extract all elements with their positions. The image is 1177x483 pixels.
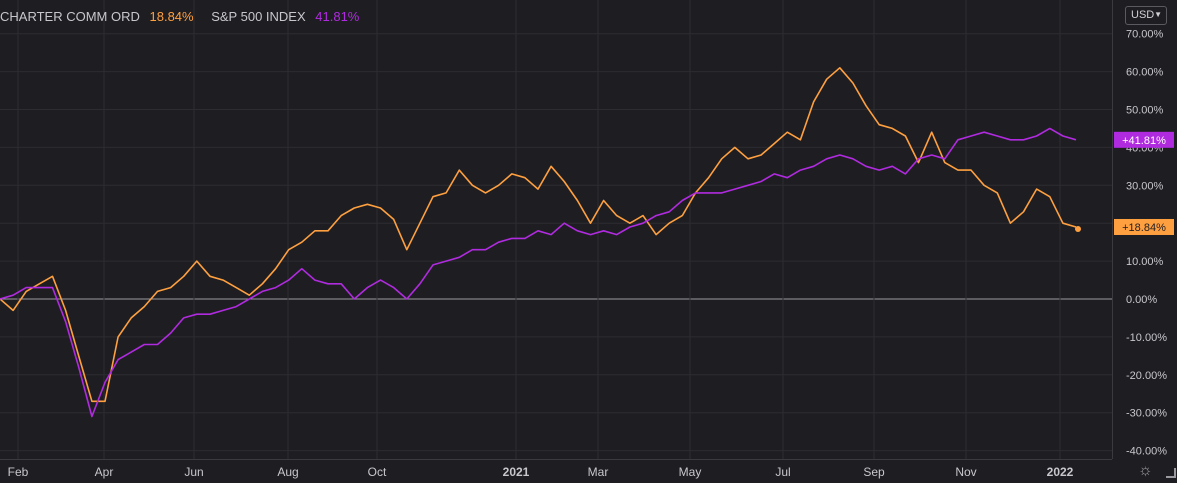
last-value-tag-charter: +18.84% xyxy=(1114,218,1174,235)
y-tick-label: -20.00% xyxy=(1126,370,1167,382)
tag-label: +18.84% xyxy=(1122,222,1166,234)
x-tick-label: 2022 xyxy=(1047,465,1074,479)
y-tick-label: -10.00% xyxy=(1126,332,1167,344)
tag-background xyxy=(1114,218,1174,235)
y-tick-label: -40.00% xyxy=(1126,446,1167,458)
x-tick-label: Feb xyxy=(8,465,29,479)
x-tick-label: May xyxy=(679,465,702,479)
last-value-tag-sp500: +41.81% xyxy=(1114,131,1174,148)
x-tick-label: Jun xyxy=(184,465,203,479)
x-tick-label: Oct xyxy=(368,465,387,479)
x-tick-label: 2021 xyxy=(503,465,530,479)
y-tick-label: 10.00% xyxy=(1126,256,1164,268)
currency-selector[interactable]: USD ▼ xyxy=(1125,6,1167,25)
x-tick-label: Aug xyxy=(277,465,298,479)
tag-label: +41.81% xyxy=(1122,135,1166,147)
currency-label: USD xyxy=(1131,9,1155,21)
legend-name-charter: CHARTER COMM ORD xyxy=(0,9,140,24)
tag-background xyxy=(1114,131,1174,148)
y-tick-label: 50.00% xyxy=(1126,105,1164,117)
series-lines xyxy=(0,67,1081,418)
series-line-sp500 xyxy=(0,127,1077,418)
legend-value-charter: 18.84% xyxy=(149,9,194,24)
grid-lines xyxy=(0,0,1112,459)
y-tick-label: 70.00% xyxy=(1126,29,1164,41)
x-tick-label: Jul xyxy=(775,465,790,479)
series-line-charter xyxy=(0,67,1077,403)
x-tick-label: Mar xyxy=(588,465,609,479)
y-tick-label: 0.00% xyxy=(1126,294,1157,306)
x-tick-label: Sep xyxy=(863,465,885,479)
resize-handle-icon[interactable] xyxy=(1166,468,1176,478)
legend-value-sp500: 41.81% xyxy=(315,9,360,24)
x-tick-label: Nov xyxy=(955,465,976,479)
last-point-marker xyxy=(1075,225,1081,232)
gear-icon[interactable]: ☼ xyxy=(1138,462,1153,479)
last-value-labels: +18.84% +41.81% xyxy=(1114,131,1174,235)
legend-name-sp500: S&P 500 INDEX xyxy=(211,9,306,24)
y-tick-label: 60.00% xyxy=(1126,67,1164,79)
y-tick-label: 30.00% xyxy=(1126,180,1164,192)
chevron-down-icon: ▼ xyxy=(1154,10,1162,19)
legend: CHARTER COMM ORD 18.84% S&P 500 INDEX 41… xyxy=(0,9,365,24)
x-tick-label: Apr xyxy=(95,465,114,479)
y-tick-label: -30.00% xyxy=(1126,408,1167,420)
